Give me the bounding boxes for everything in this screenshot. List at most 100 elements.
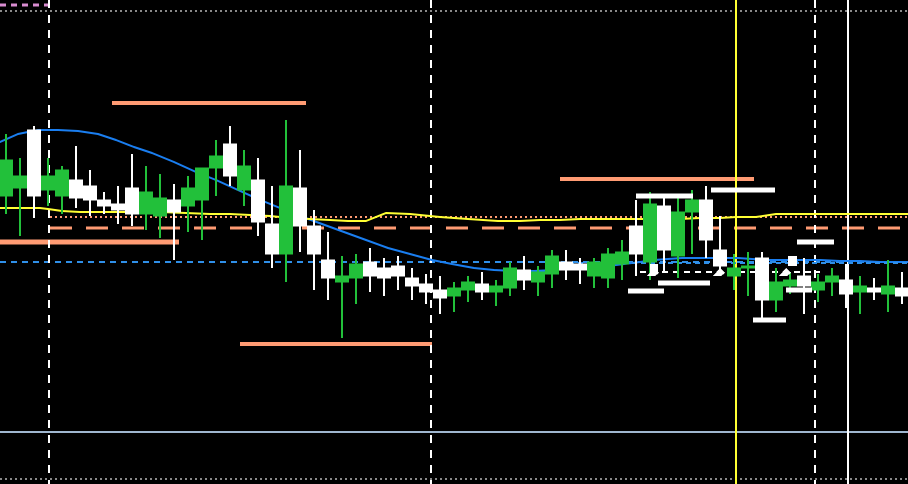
candlestick bbox=[321, 232, 335, 300]
candlestick bbox=[279, 120, 293, 282]
candle-body bbox=[97, 199, 111, 207]
candlestick bbox=[755, 252, 769, 318]
candle-body bbox=[0, 159, 13, 197]
candle-body bbox=[279, 185, 293, 255]
candle-body bbox=[783, 279, 797, 287]
candle-body bbox=[559, 261, 573, 271]
candlestick bbox=[13, 158, 27, 236]
candlestick bbox=[475, 272, 489, 300]
candlestick bbox=[461, 276, 475, 302]
candlestick bbox=[153, 174, 167, 238]
candlestick bbox=[867, 278, 881, 300]
candlestick bbox=[615, 240, 629, 280]
arrow-marker-2 bbox=[713, 268, 725, 276]
candlestick bbox=[741, 252, 755, 296]
candlestick bbox=[27, 126, 41, 218]
candlestick bbox=[811, 274, 825, 302]
candlestick bbox=[727, 254, 741, 290]
candle-body bbox=[825, 275, 839, 283]
candlestick bbox=[349, 254, 363, 304]
candlestick bbox=[181, 176, 195, 232]
candlestick bbox=[405, 268, 419, 300]
candlestick bbox=[853, 276, 867, 314]
candlestick bbox=[545, 250, 559, 288]
candle-body bbox=[727, 267, 741, 277]
candle-body bbox=[307, 225, 321, 255]
candlestick bbox=[97, 192, 111, 214]
candle-body bbox=[461, 281, 475, 291]
candle-body bbox=[503, 267, 517, 289]
candle-body bbox=[517, 269, 531, 281]
candle-body bbox=[83, 185, 97, 201]
candlestick bbox=[41, 158, 55, 206]
candle-body bbox=[363, 261, 377, 277]
candlestick bbox=[447, 282, 461, 312]
candle-body bbox=[853, 285, 867, 293]
candle-body bbox=[657, 205, 671, 251]
candle-body bbox=[839, 279, 853, 295]
candle-body bbox=[125, 187, 139, 215]
candle-body bbox=[181, 187, 195, 207]
candlestick bbox=[503, 262, 517, 296]
candle-body bbox=[433, 289, 447, 299]
candle-body bbox=[895, 287, 908, 297]
candle-body bbox=[139, 191, 153, 215]
candle-body bbox=[195, 167, 209, 201]
candle-body bbox=[671, 211, 685, 257]
candle-body bbox=[111, 203, 125, 211]
candle-body bbox=[545, 255, 559, 275]
candle-body bbox=[419, 283, 433, 293]
candlestick bbox=[69, 146, 83, 208]
candle-body bbox=[237, 165, 251, 191]
candlestick bbox=[517, 256, 531, 290]
candle-body bbox=[167, 199, 181, 213]
candlestick bbox=[839, 264, 853, 308]
candlestick bbox=[363, 248, 377, 292]
candle-body bbox=[293, 187, 307, 227]
candle-body bbox=[447, 287, 461, 297]
moving-average-blue bbox=[0, 129, 908, 272]
candlestick bbox=[699, 186, 713, 258]
candlestick bbox=[573, 258, 587, 284]
candlestick bbox=[685, 190, 699, 254]
candlestick bbox=[195, 167, 209, 240]
candle-body bbox=[881, 285, 895, 295]
candle-body bbox=[489, 285, 503, 293]
candlestick bbox=[657, 194, 671, 272]
candle-body bbox=[573, 263, 587, 271]
candlestick bbox=[265, 186, 279, 268]
candlestick bbox=[251, 158, 265, 236]
candlestick bbox=[825, 268, 839, 296]
candle-body bbox=[55, 169, 69, 197]
trade-marker-overlays bbox=[628, 187, 834, 323]
candlestick bbox=[895, 272, 908, 304]
arrow-marker-3 bbox=[779, 268, 791, 276]
candle-body bbox=[601, 253, 615, 279]
candlestick bbox=[391, 256, 405, 290]
candlestick bbox=[419, 274, 433, 304]
candle-body bbox=[209, 155, 223, 169]
candlestick bbox=[433, 276, 447, 314]
candlestick bbox=[671, 196, 685, 278]
candlestick bbox=[83, 170, 97, 216]
candlestick bbox=[237, 150, 251, 206]
candle-body bbox=[13, 175, 27, 189]
candle-body bbox=[811, 281, 825, 291]
candlestick bbox=[223, 126, 237, 186]
candle-body bbox=[755, 257, 769, 301]
candle-body bbox=[741, 265, 755, 269]
candlestick bbox=[713, 216, 727, 274]
candlestick bbox=[587, 258, 601, 288]
candle-body bbox=[377, 267, 391, 279]
candle-body bbox=[223, 143, 237, 177]
horizontal-level-lines bbox=[0, 3, 908, 480]
candlestick bbox=[601, 248, 615, 288]
candle-body bbox=[391, 265, 405, 277]
candle-body bbox=[321, 259, 335, 279]
candle-body bbox=[643, 203, 657, 263]
candlestick bbox=[629, 200, 643, 276]
candlestick bbox=[125, 154, 139, 226]
candlestick-series bbox=[0, 120, 908, 338]
